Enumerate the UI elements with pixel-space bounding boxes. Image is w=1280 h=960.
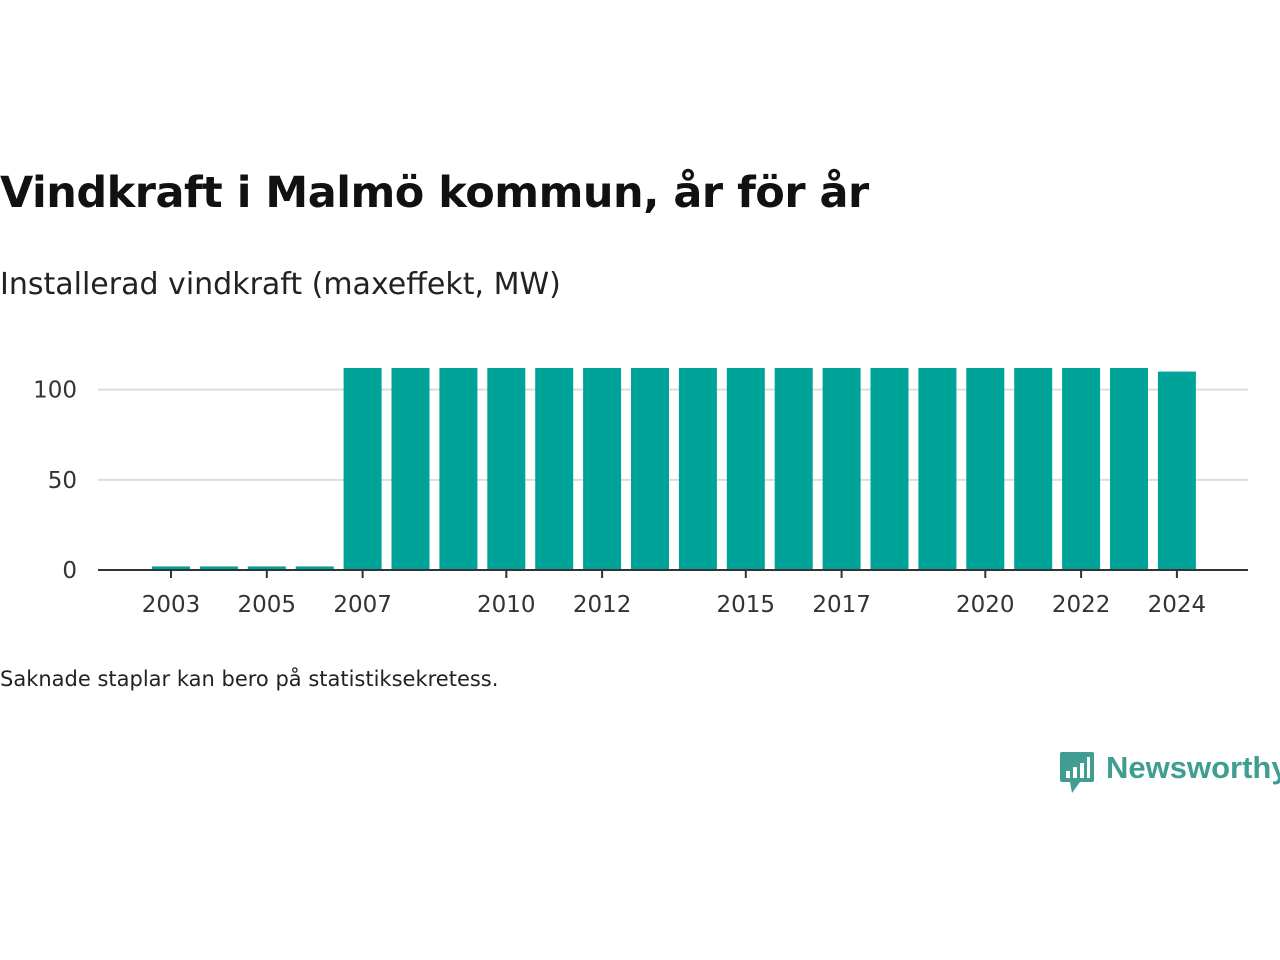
axes: 0 50 100 2003 2005 2007 2010 2012 2015 2017 2020 20… bbox=[33, 378, 1248, 618]
bar-2012 bbox=[583, 368, 622, 570]
y-tick-label: 100 bbox=[33, 378, 77, 404]
bar-2007 bbox=[343, 368, 382, 570]
bar-2008 bbox=[391, 368, 430, 570]
grid-lines bbox=[98, 388, 1248, 481]
bar-2018 bbox=[870, 368, 909, 570]
x-tick-label: 2015 bbox=[717, 592, 776, 618]
bar-2020 bbox=[966, 368, 1005, 570]
x-tick-label: 2020 bbox=[956, 592, 1015, 618]
x-tick-label: 2005 bbox=[238, 592, 297, 618]
bar-2019 bbox=[918, 368, 957, 570]
bars bbox=[152, 368, 1196, 570]
y-tick-label: 0 bbox=[62, 558, 77, 584]
x-tick-label: 2003 bbox=[142, 592, 201, 618]
bar-2011 bbox=[535, 368, 574, 570]
brand-name: Newsworthy bbox=[1106, 750, 1280, 785]
bar-2015 bbox=[726, 368, 765, 570]
bar-2005 bbox=[247, 566, 286, 570]
x-tick-label: 2007 bbox=[333, 592, 392, 618]
x-tick-label: 2012 bbox=[573, 592, 632, 618]
bar-2024 bbox=[1157, 371, 1196, 570]
footnote: Saknade staplar kan bero på statistiksek… bbox=[0, 667, 499, 691]
bar-2004 bbox=[199, 566, 238, 570]
bar-2013 bbox=[631, 368, 669, 570]
bar-2021 bbox=[1014, 368, 1053, 570]
bar-chart-speech-bubble-icon bbox=[1060, 752, 1094, 793]
bar-2022 bbox=[1062, 368, 1101, 570]
bar-2017 bbox=[822, 368, 861, 570]
x-tick-label: 2024 bbox=[1148, 592, 1207, 618]
bar-2006 bbox=[295, 566, 334, 570]
x-tick-label: 2017 bbox=[812, 592, 871, 618]
bar-2023 bbox=[1110, 368, 1148, 570]
bar-2016 bbox=[774, 368, 813, 570]
bar-2003 bbox=[152, 566, 190, 570]
bar-2014 bbox=[678, 368, 717, 570]
x-tick-label: 2022 bbox=[1052, 592, 1111, 618]
bar-2009 bbox=[439, 368, 478, 570]
chart-subtitle: Installerad vindkraft (maxeffekt, MW) bbox=[0, 267, 561, 302]
y-tick-label: 50 bbox=[48, 468, 77, 494]
x-tick-label: 2010 bbox=[477, 592, 536, 618]
bar-2010 bbox=[487, 368, 526, 570]
chart-title: Vindkraft i Malmö kommun, år för år bbox=[0, 168, 869, 218]
bar-chart: 0 50 100 2003 2005 2007 2010 2012 2015 2017 2020 20… bbox=[33, 368, 1248, 618]
